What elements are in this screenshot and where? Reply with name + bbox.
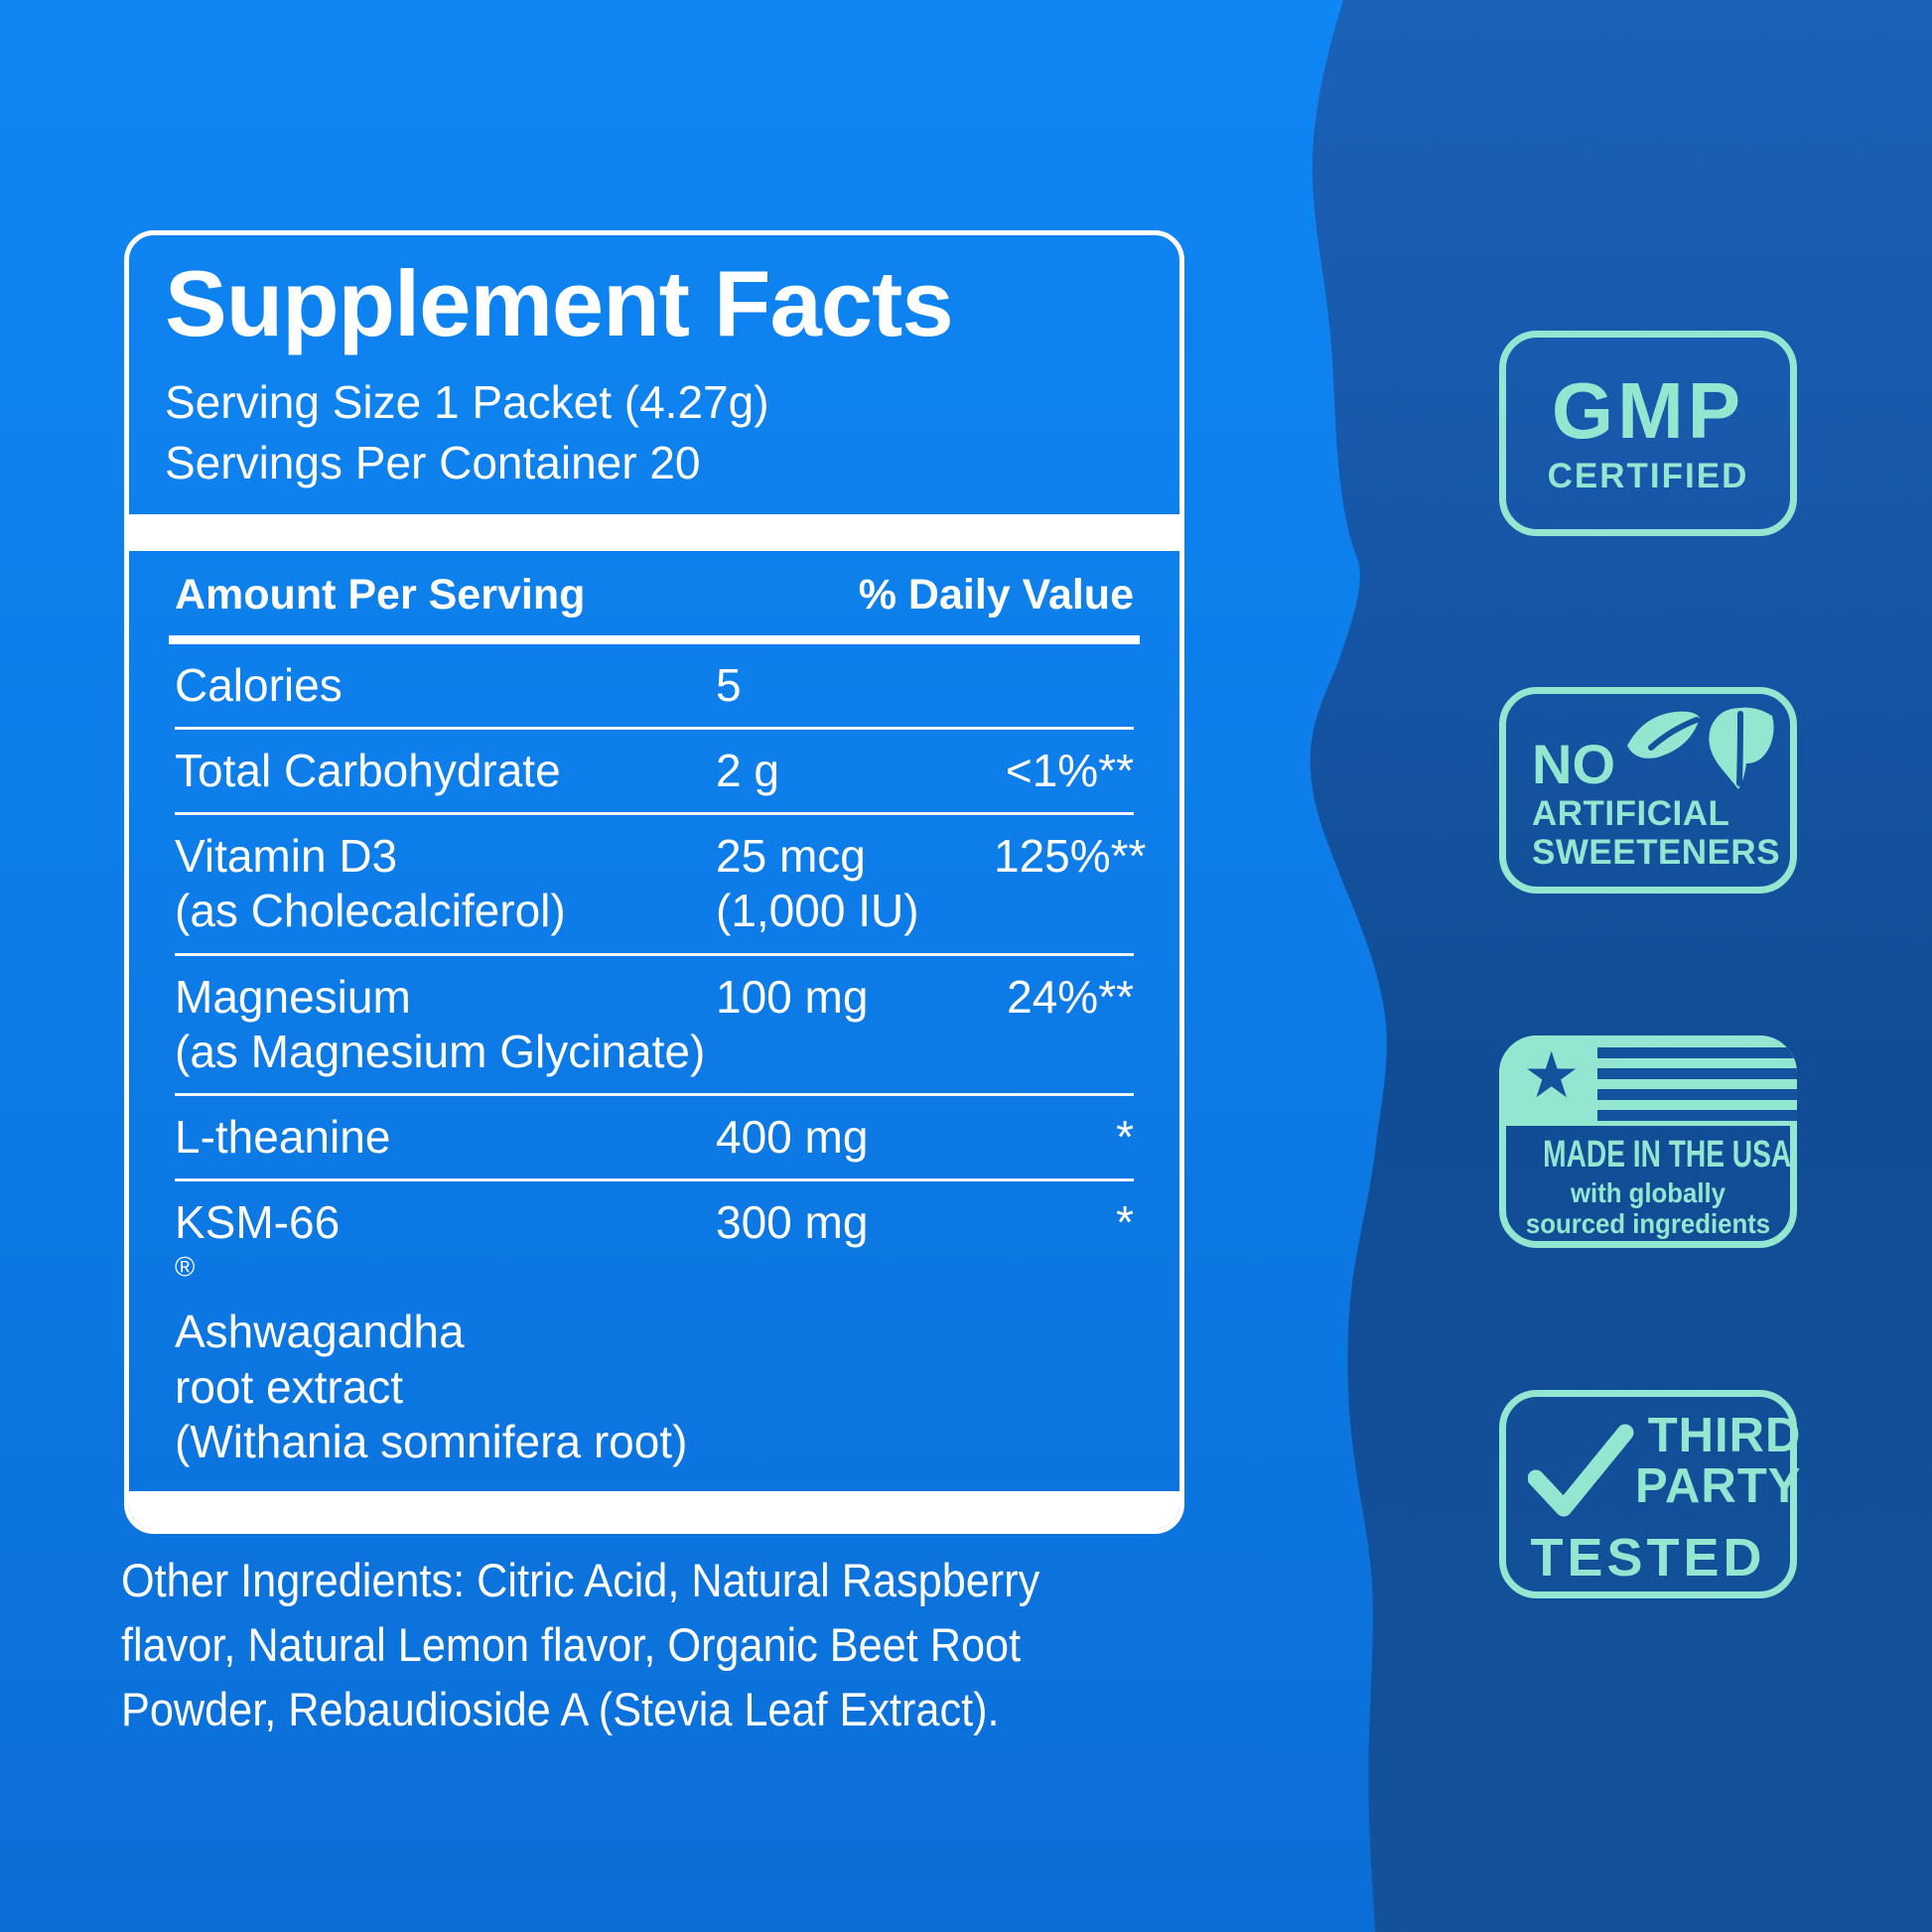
leaves-icon xyxy=(1623,706,1778,822)
nutrient-name-sub: (Withania somnifera root) xyxy=(175,1415,688,1467)
serving-info: Serving Size 1 Packet (4.27g) Servings P… xyxy=(165,372,1144,494)
registered-mark: ® xyxy=(175,1251,196,1283)
badge-made-in-usa: ★ MADE IN THE USA with globally sourced … xyxy=(1499,1035,1797,1248)
divider-thick-bottom xyxy=(129,1491,1179,1529)
badge-no-artificial-sweeteners: NO ARTIFICIAL SWEETENERS xyxy=(1499,687,1797,894)
gmp-certified-label: CERTIFIED xyxy=(1547,456,1749,495)
nutrient-dv xyxy=(994,658,1134,713)
nutrient-dv: * xyxy=(1116,1196,1134,1249)
nutrient-dv: * xyxy=(1116,1110,1134,1163)
flag-band: ★ xyxy=(1499,1035,1797,1126)
nutrient-name: Magnesium xyxy=(175,970,411,1023)
panel-title: Supplement Facts xyxy=(165,251,954,355)
divider-thick-top xyxy=(129,513,1179,551)
table-row: Calories 5 xyxy=(165,644,1144,727)
nutrient-amount-sub: (1,000 IU) xyxy=(716,885,919,937)
nutrient-name-sub: root extract xyxy=(175,1360,404,1413)
row-divider xyxy=(175,952,1134,956)
third-party-labels: THIRD PARTY xyxy=(1635,1411,1801,1512)
nutrient-name: Vitamin D3 xyxy=(175,830,398,883)
star-icon: ★ xyxy=(1523,1039,1581,1113)
badge-third-party-tested: THIRD PARTY TESTED xyxy=(1499,1390,1800,1598)
party-label: PARTY xyxy=(1635,1458,1802,1513)
other-ingredients: Other Ingredients: Citric Acid, Natural … xyxy=(121,1554,1040,1735)
table-row: Total Carbohydrate 2 g <1%** xyxy=(165,730,1144,812)
serving-size: Serving Size 1 Packet (4.27g) xyxy=(165,375,769,428)
table-row: KSM-66 ® Ashwagandha root extract (Withan… xyxy=(165,1181,1144,1483)
table-row: L-theanine 400 mg * xyxy=(165,1096,1144,1178)
nutrient-name-sub: (as Cholecalciferol) xyxy=(175,885,566,937)
nutrient-name-sub: (as Magnesium Glycinate) xyxy=(175,1025,706,1077)
made-in-usa-label: MADE IN THE USA xyxy=(1543,1134,1792,1175)
nutrient-amount: 100 mg xyxy=(716,970,869,1023)
nutrient-dv: <1%** xyxy=(1005,744,1134,796)
nutrient-name: L-theanine xyxy=(175,1110,391,1163)
flag-stripe xyxy=(1597,1068,1797,1079)
checkmark-icon xyxy=(1527,1421,1635,1525)
nutrient-dv: 24%** xyxy=(1007,970,1134,1023)
table-row: Magnesium (as Magnesium Glycinate) 100 m… xyxy=(165,956,1144,1093)
nutrient-name: Calories xyxy=(175,658,343,711)
row-divider xyxy=(175,726,1134,730)
row-divider xyxy=(175,1092,1134,1096)
nutrient-name: KSM-66 ® Ashwagandha xyxy=(175,1196,465,1358)
sweeteners-label: SWEETENERS xyxy=(1532,832,1781,872)
nutrient-amount: 5 xyxy=(716,658,742,711)
row-divider xyxy=(175,812,1134,816)
flag-stripe xyxy=(1597,1047,1797,1058)
usa-sub-label-1: with globally xyxy=(1571,1176,1725,1208)
nutrient-amount: 300 mg xyxy=(716,1196,869,1249)
nutrient-amount: 400 mg xyxy=(716,1110,869,1163)
tested-label: TESTED xyxy=(1530,1528,1766,1587)
nutrient-dv: 125%** xyxy=(994,830,1147,883)
header-daily-value: % Daily Value xyxy=(858,570,1134,619)
flag-stripe xyxy=(1597,1110,1797,1121)
table-row: Vitamin D3 (as Cholecalciferol) 25 mcg (… xyxy=(165,815,1147,952)
header-amount: Amount Per Serving xyxy=(175,570,586,619)
artificial-label: ARTIFICIAL xyxy=(1532,793,1730,833)
supplement-facts-panel: Supplement Facts Serving Size 1 Packet (… xyxy=(124,230,1184,1534)
servings-per-container: Servings Per Container 20 xyxy=(165,437,701,489)
flag-stripe xyxy=(1597,1089,1797,1100)
no-label: NO xyxy=(1532,733,1615,795)
nutrient-name: Total Carbohydrate xyxy=(175,744,561,796)
usa-sub-label-2: sourced ingredients xyxy=(1525,1208,1771,1240)
table-header: Amount Per Serving % Daily Value xyxy=(165,551,1144,629)
usa-text: MADE IN THE USA with globally sourced in… xyxy=(1506,1134,1792,1240)
third-label: THIRD xyxy=(1647,1409,1802,1462)
nutrient-amount: 2 g xyxy=(716,744,779,796)
row-divider xyxy=(175,1178,1134,1182)
gmp-label: GMP xyxy=(1551,365,1745,455)
divider-medium xyxy=(169,634,1140,644)
badge-gmp-certified: GMP CERTIFIED xyxy=(1499,331,1797,536)
nutrient-amount: 25 mcg xyxy=(716,830,866,883)
